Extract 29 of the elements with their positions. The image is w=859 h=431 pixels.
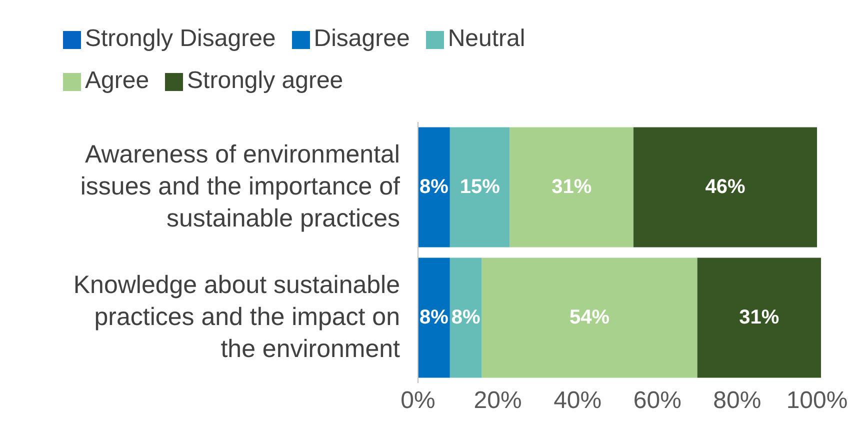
bar [697, 258, 821, 378]
y-tick-label: Knowledge about sustainable practices and the impact on the environment [73, 270, 400, 362]
x-tick-label: 100% [786, 387, 848, 414]
x-tick-label: 40% [554, 387, 602, 414]
bar [418, 127, 450, 248]
bar [418, 258, 450, 378]
data-label: 54% [570, 306, 610, 329]
x-tick-label: 20% [474, 387, 522, 414]
data-label: 31% [552, 176, 592, 198]
data-label: 8% [420, 176, 449, 198]
data-label: 15% [460, 176, 500, 198]
legend-label: Strongly Disagree [85, 25, 276, 52]
legend-label: Disagree [314, 25, 410, 52]
y-tick-label: Awareness of environmental issues and the importance of sustainable practices [80, 140, 400, 232]
legend-label: Neutral [448, 25, 526, 52]
data-label: 8% [451, 306, 481, 329]
bar [633, 127, 818, 248]
legend-label: Strongly agree [187, 67, 344, 94]
x-tick-label: 80% [713, 387, 762, 414]
data-label: 46% [705, 176, 746, 198]
x-tick-label: 0% [400, 387, 436, 414]
bar [450, 127, 510, 248]
bar [510, 127, 634, 248]
bar [450, 258, 482, 378]
legend-label: Agree [85, 67, 150, 94]
x-tick-label: 60% [633, 387, 682, 414]
data-label: 8% [420, 306, 449, 329]
data-label: 31% [739, 306, 780, 329]
bar [482, 258, 698, 378]
